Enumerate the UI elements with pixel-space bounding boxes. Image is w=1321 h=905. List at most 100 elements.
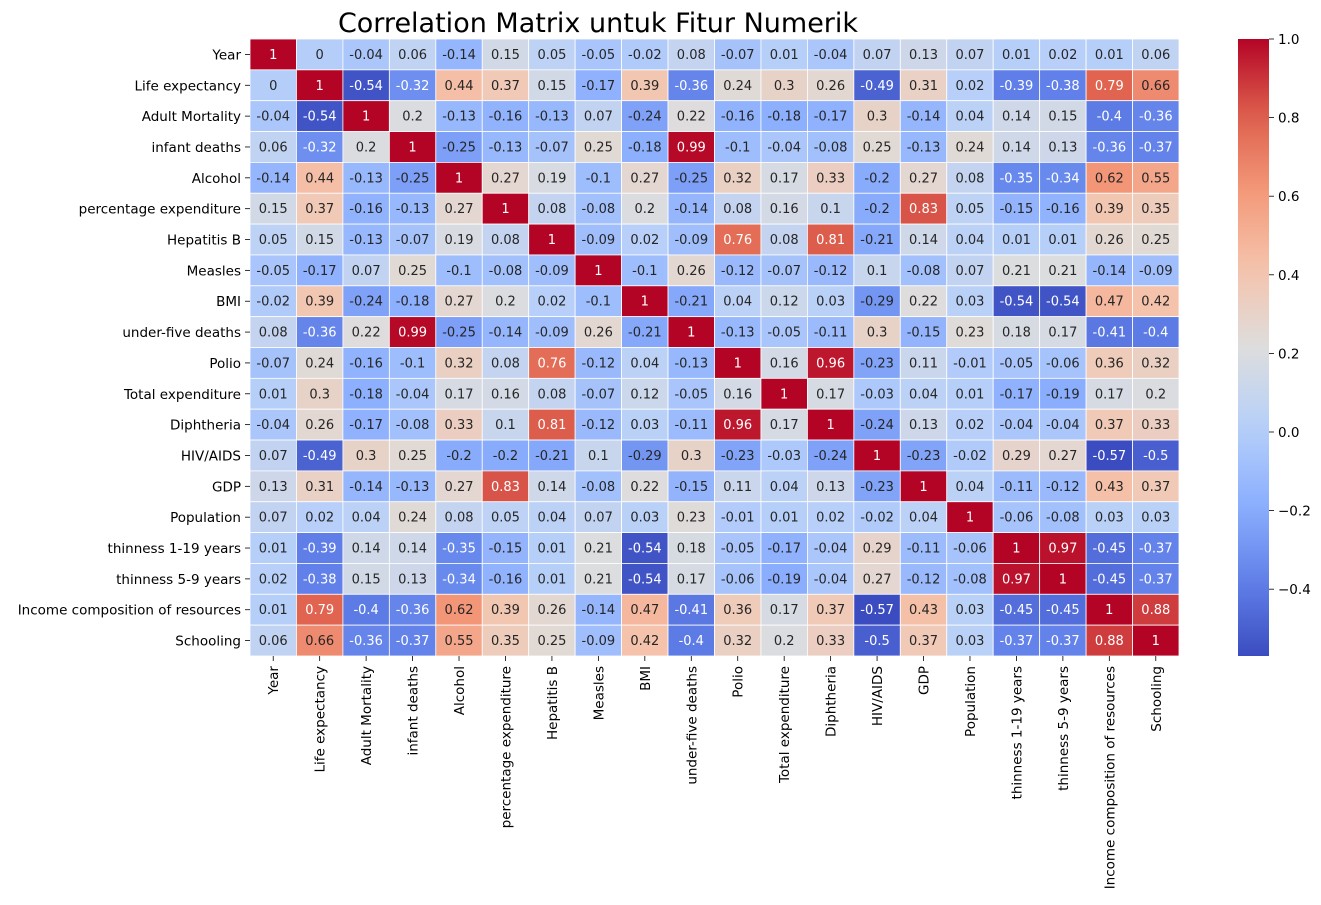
cell-value-label: 0.27 — [445, 295, 474, 310]
cell-value-label: 0.2 — [634, 202, 655, 217]
cell-value-label: -0.36 — [1139, 110, 1173, 125]
heatmap-cell — [296, 223, 344, 256]
cell-value-label: -0.12 — [582, 356, 616, 371]
cell-value-label: 0.33 — [816, 634, 845, 649]
heatmap-cell — [1132, 624, 1180, 657]
heatmap-cell — [621, 470, 669, 503]
cell-value-label: -0.4 — [679, 634, 704, 649]
cell-value-label: -0.24 — [628, 110, 662, 125]
cell-value-label: 0.96 — [816, 356, 845, 371]
cell-value-label: 0.04 — [955, 110, 984, 125]
cell-value-label: 0.22 — [630, 480, 659, 495]
heatmap-cell — [760, 408, 808, 441]
heatmap-cell — [992, 563, 1041, 595]
cell-value-label: -0.05 — [767, 326, 801, 341]
heatmap-cell — [435, 100, 483, 132]
heatmap-cell — [714, 316, 762, 348]
heatmap-cell — [1132, 408, 1180, 441]
heatmap-cell — [296, 38, 344, 71]
heatmap-cell — [946, 38, 994, 71]
cell-value-label: 0.01 — [1002, 48, 1031, 63]
colorbar: −0.4 −0.2 0.0 0.2 0.4 0.6 0.8 1.0 — [1238, 32, 1311, 656]
heatmap-cell — [621, 254, 669, 287]
heatmap-cell — [992, 624, 1041, 657]
heatmap-cell — [481, 285, 530, 318]
cell-value-label: -0.07 — [535, 140, 569, 155]
cell-value-label: -0.09 — [674, 233, 708, 248]
heatmap-cell — [574, 223, 623, 256]
cell-value-label: 1 — [408, 140, 416, 155]
cell-value-label: -0.24 — [814, 449, 848, 464]
heatmap-cell — [296, 532, 344, 564]
cell-value-label: 0.18 — [677, 542, 706, 557]
heatmap-cell — [1085, 223, 1133, 256]
cell-value-label: 0.83 — [909, 202, 938, 217]
cell-value-label: 0.04 — [955, 480, 984, 495]
cell-value-label: 0.01 — [537, 542, 566, 557]
cell-value-label: -0.14 — [256, 171, 290, 186]
heatmap-cell — [621, 316, 669, 348]
cell-value-label: 0.39 — [1095, 202, 1124, 217]
cell-value-label: -0.45 — [1046, 603, 1080, 618]
cell-value-label: -0.54 — [1000, 295, 1034, 310]
heatmap-cell — [1085, 470, 1133, 503]
heatmap-cell — [946, 285, 994, 318]
row-label: under-five deaths — [122, 325, 241, 341]
cell-value-label: 0.14 — [352, 542, 381, 557]
heatmap-cell — [528, 563, 576, 595]
cell-value-label: -0.11 — [674, 418, 708, 433]
cell-value-label: 0.55 — [1141, 171, 1170, 186]
cell-value-label: 0.07 — [955, 264, 984, 279]
heatmap-cell — [435, 377, 483, 410]
heatmap-cell — [1085, 624, 1133, 657]
column-label: Polio — [731, 666, 747, 698]
heatmap-cell — [528, 223, 576, 256]
cell-value-label: -0.17 — [303, 264, 337, 279]
heatmap-cell — [1132, 347, 1180, 379]
cell-value-label: -0.45 — [1093, 572, 1127, 587]
row-label: Population — [170, 510, 241, 526]
cell-value-label: -0.14 — [1093, 264, 1127, 279]
row-label: Year — [211, 47, 241, 63]
cell-value-label: -0.14 — [582, 603, 616, 618]
cell-value-label: 0.06 — [1141, 48, 1170, 63]
heatmap-cell — [481, 377, 530, 410]
heatmap-cell — [760, 624, 808, 657]
cell-value-label: -0.23 — [907, 449, 941, 464]
heatmap-cell — [1085, 131, 1133, 163]
cell-value-label: -0.49 — [860, 79, 894, 94]
cell-value-label: 0.27 — [445, 202, 474, 217]
cell-value-label: 0.08 — [537, 202, 566, 217]
heatmap-cell — [249, 69, 297, 102]
heatmap-cell — [667, 100, 715, 132]
cell-value-label: -0.12 — [907, 572, 941, 587]
cell-value-label: -0.04 — [814, 542, 848, 557]
cell-value-label: -0.54 — [303, 110, 337, 125]
cell-value-label: 0.29 — [863, 542, 892, 557]
cell-value-label: -0.07 — [396, 233, 430, 248]
column-label: BMI — [638, 666, 654, 691]
heatmap-cell — [853, 316, 901, 348]
cell-value-label: 0.99 — [398, 326, 427, 341]
cell-value-label: 0.16 — [723, 387, 752, 402]
cell-value-label: -0.23 — [860, 356, 894, 371]
heatmap-cell — [481, 439, 530, 472]
heatmap-cell — [1039, 38, 1087, 71]
cell-value-label: 1 — [1012, 542, 1020, 557]
cell-value-label: -0.23 — [721, 449, 755, 464]
heatmap-cell — [714, 347, 762, 379]
cell-value-label: -0.54 — [1046, 295, 1080, 310]
heatmap-cell — [342, 161, 390, 194]
cell-value-label: 0.3 — [681, 449, 702, 464]
cell-value-label: 1 — [780, 387, 788, 402]
cell-value-label: -0.15 — [1000, 202, 1034, 217]
heatmap-cell — [621, 563, 669, 595]
heatmap-cell — [946, 347, 994, 379]
cell-value-label: 0.13 — [259, 480, 288, 495]
heatmap-cell — [1085, 408, 1133, 441]
heatmap-cell — [296, 624, 344, 657]
cell-value-label: 0.27 — [1048, 449, 1077, 464]
row-label: infant deaths — [151, 140, 241, 156]
cell-value-label: -0.13 — [674, 356, 708, 371]
